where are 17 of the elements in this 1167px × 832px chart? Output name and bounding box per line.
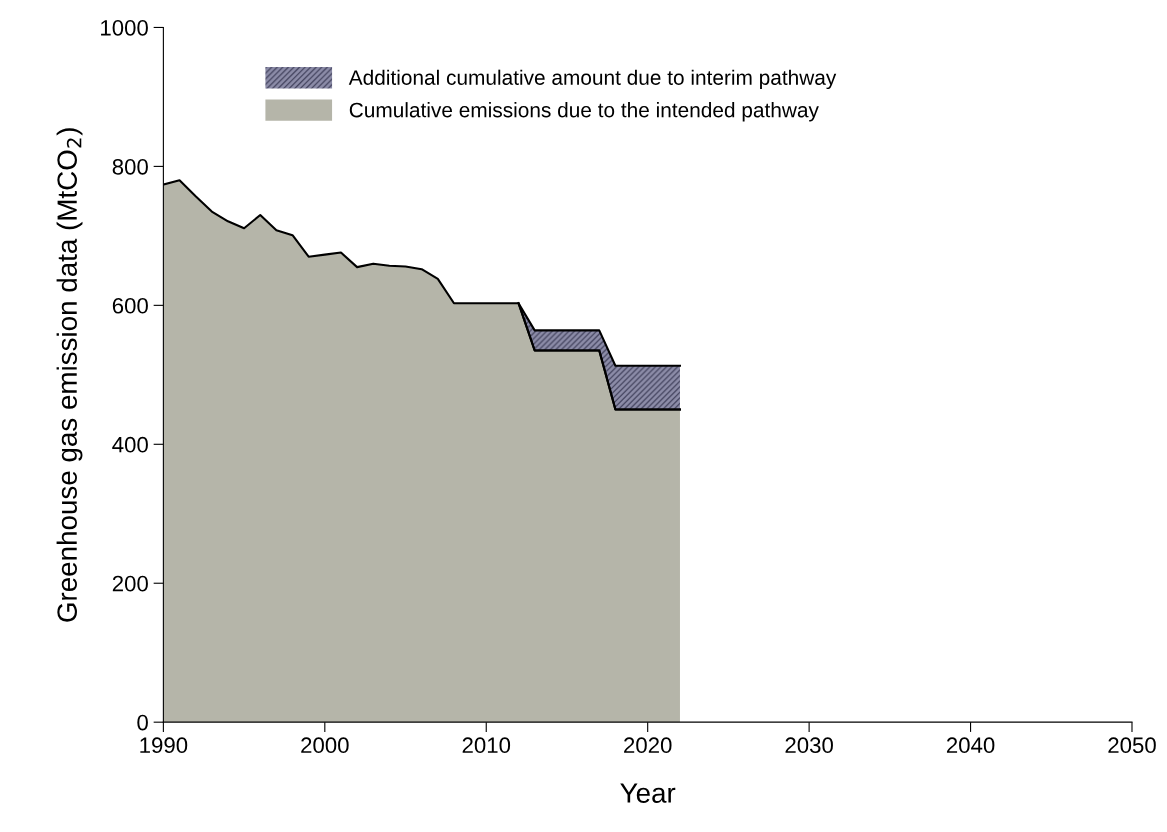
legend-label: Additional cumulative amount due to interim pathway: [348, 69, 837, 90]
y-axis-title: Greenhouse gas emission data (MtCO$_{2}$): [56, 128, 83, 622]
legend-label: Cumulative emissions due to the intended pathway: [349, 102, 819, 122]
y-tick-label: 400: [112, 436, 148, 453]
y-tick-label: 800: [112, 158, 148, 175]
x-tick-label: 1990: [140, 737, 188, 754]
y-tick-label: 200: [112, 575, 148, 592]
x-tick-label: 2050: [1108, 737, 1156, 754]
x-axis-title: Year: [620, 783, 676, 803]
y-tick-label: 0: [137, 714, 148, 731]
y-tick-label: 1000: [101, 19, 148, 36]
x-tick-label: 2000: [301, 737, 349, 754]
x-tick-label: 2030: [785, 737, 833, 754]
x-tick-label: 2020: [624, 737, 672, 754]
y-tick-label: 600: [112, 297, 148, 314]
x-tick-label: 2040: [946, 737, 995, 754]
x-tick-label: 2010: [462, 737, 511, 754]
